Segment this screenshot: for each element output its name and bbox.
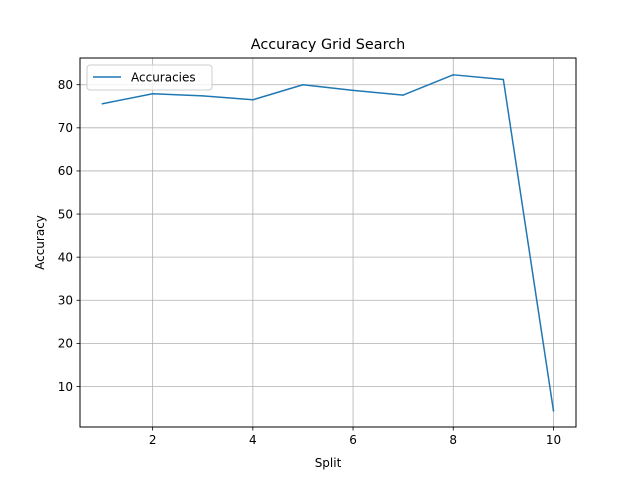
y-tick-label: 70 (58, 121, 73, 135)
x-axis-ticks: 2 4 6 8 10 (149, 427, 561, 447)
series-line-accuracies (101, 74, 555, 412)
y-tick-label: 40 (58, 250, 73, 264)
legend-box (86, 64, 213, 91)
data-point (101, 102, 104, 105)
data-point (402, 94, 404, 96)
data-point (151, 93, 154, 95)
x-tick-label: 6 (349, 433, 357, 447)
y-axis-label: Accuracy (33, 215, 47, 270)
plot-area-frame (79, 57, 577, 428)
y-axis-ticks: 10 20 30 40 50 60 70 80 (58, 78, 80, 394)
y-tick-label: 60 (58, 164, 73, 178)
grid-lines (80, 58, 576, 427)
data-point (452, 74, 455, 76)
data-point (302, 83, 304, 86)
data-point (502, 78, 505, 81)
y-tick-label: 80 (58, 78, 73, 92)
x-axis-label: Split (315, 456, 342, 470)
x-tick-label: 8 (449, 433, 457, 447)
legend: Accuracies (86, 64, 213, 91)
y-tick-label: 50 (58, 207, 73, 221)
chart-title: Accuracy Grid Search (251, 37, 406, 53)
legend-label-accuracies: Accuracies (131, 71, 196, 85)
y-tick-label: 30 (58, 294, 73, 308)
data-point (352, 89, 354, 92)
x-tick-label: 4 (249, 433, 257, 447)
y-tick-label: 20 (58, 337, 73, 351)
series-group (101, 74, 555, 412)
data-point (201, 95, 204, 97)
data-point (252, 99, 254, 101)
x-tick-label: 10 (546, 433, 561, 447)
x-tick-label: 2 (149, 433, 157, 447)
y-tick-label: 10 (58, 380, 73, 394)
data-point (552, 409, 555, 412)
